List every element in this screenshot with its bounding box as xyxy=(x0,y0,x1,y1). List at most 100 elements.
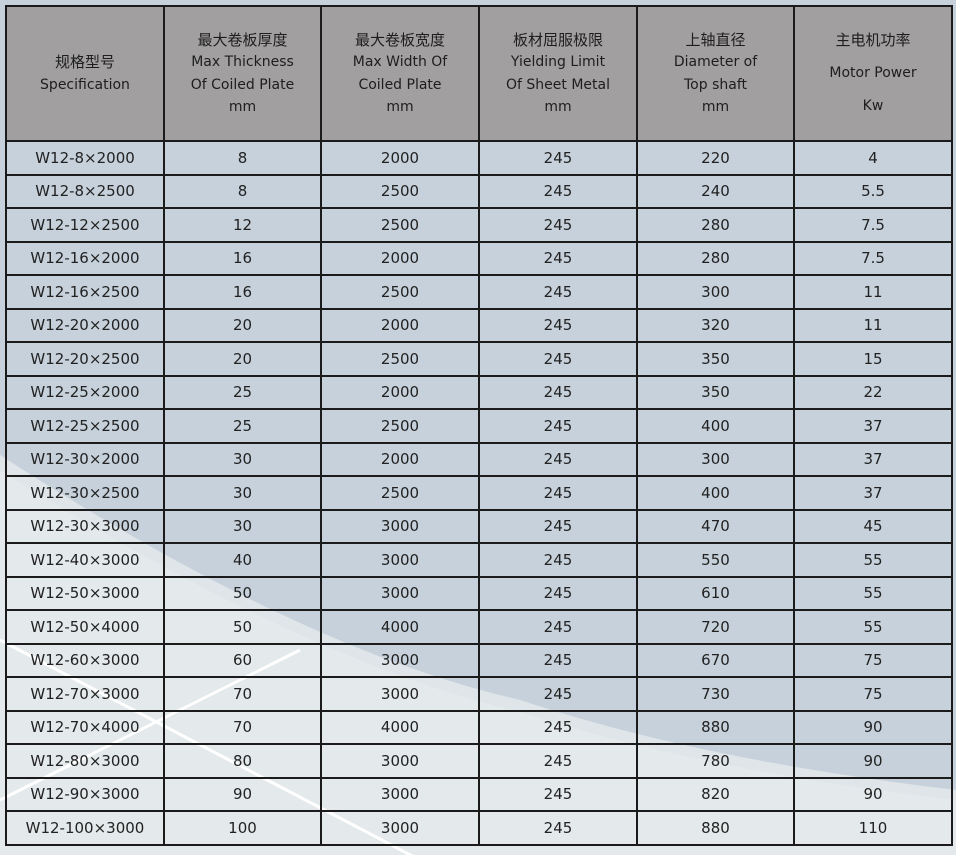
table-cell: 280 xyxy=(636,207,795,243)
table-cell: 20 xyxy=(163,341,322,377)
table-row: W12-80×3000 80 3000 245 780 90 xyxy=(5,743,953,779)
table-cell: 400 xyxy=(636,475,795,511)
table-cell: 245 xyxy=(478,642,638,678)
table-cell: 880 xyxy=(636,810,795,846)
table-row: W12-20×2500 20 2500 245 350 15 xyxy=(5,341,953,377)
header-unit: Kw xyxy=(862,98,884,114)
table-cell: 550 xyxy=(636,542,795,578)
table-cell: 245 xyxy=(478,743,638,779)
table-row: W12-50×3000 50 3000 245 610 55 xyxy=(5,575,953,611)
table-cell: 15 xyxy=(793,341,953,377)
table-cell: 25 xyxy=(163,408,322,444)
column-header: 板材屈服极限 Yielding Limit Of Sheet Metal mm xyxy=(478,5,638,142)
table-cell: 30 xyxy=(163,508,322,544)
header-en: Specification xyxy=(40,76,130,93)
table-row: W12-70×4000 70 4000 245 880 90 xyxy=(5,709,953,745)
table-cell: 11 xyxy=(793,274,953,310)
header-cn: 最大卷板宽度 xyxy=(354,30,445,49)
header-cn: 上轴直径 xyxy=(685,30,746,49)
table-cell: 90 xyxy=(793,743,953,779)
header-cn: 最大卷板厚度 xyxy=(197,30,288,49)
table-cell: W12-100×3000 xyxy=(5,810,165,846)
table-cell: 2000 xyxy=(320,307,480,343)
table-row: W12-100×3000 100 3000 245 880 110 xyxy=(5,810,953,846)
table-cell: 12 xyxy=(163,207,322,243)
table-cell: 245 xyxy=(478,274,638,310)
table-row: W12-8×2000 8 2000 245 220 4 xyxy=(5,140,953,176)
table-row: W12-12×2500 12 2500 245 280 7.5 xyxy=(5,207,953,243)
table-cell: W12-40×3000 xyxy=(5,542,165,578)
table-cell: 110 xyxy=(793,810,953,846)
table-cell: 2000 xyxy=(320,374,480,410)
table-cell: 245 xyxy=(478,709,638,745)
table-cell: W12-30×3000 xyxy=(5,508,165,544)
table-row: W12-60×3000 60 3000 245 670 75 xyxy=(5,642,953,678)
table-cell: 75 xyxy=(793,642,953,678)
table-cell: 245 xyxy=(478,140,638,176)
table-row: W12-16×2000 16 2000 245 280 7.5 xyxy=(5,240,953,276)
header-row: 规格型号 Specification 最大卷板厚度 Max Thickness Of C… xyxy=(5,5,953,142)
table-cell: 2000 xyxy=(320,140,480,176)
table-cell: 670 xyxy=(636,642,795,678)
table-cell: 60 xyxy=(163,642,322,678)
table-cell: 245 xyxy=(478,173,638,209)
table-cell: 730 xyxy=(636,676,795,712)
table-cell: 7.5 xyxy=(793,240,953,276)
header-en: Top shaft xyxy=(684,76,747,93)
table-cell: 2500 xyxy=(320,173,480,209)
table-cell: 25 xyxy=(163,374,322,410)
table-cell: 70 xyxy=(163,676,322,712)
table-cell: 16 xyxy=(163,240,322,276)
table-cell: 90 xyxy=(793,709,953,745)
header-cn: 规格型号 xyxy=(54,53,115,71)
table-cell: W12-30×2500 xyxy=(5,475,165,511)
table-cell: 245 xyxy=(478,307,638,343)
table-cell: 55 xyxy=(793,575,953,611)
table-cell: 2500 xyxy=(320,408,480,444)
table-cell: W12-25×2000 xyxy=(5,374,165,410)
table-cell: 37 xyxy=(793,408,953,444)
table-cell: 2500 xyxy=(320,274,480,310)
table-row: W12-8×2500 8 2500 245 240 5.5 xyxy=(5,173,953,209)
table-cell: 245 xyxy=(478,475,638,511)
header-en: Motor Power xyxy=(829,65,917,81)
header-en: Diameter of xyxy=(673,54,758,70)
table-cell: W12-80×3000 xyxy=(5,743,165,779)
table-cell: 245 xyxy=(478,542,638,578)
table-cell: 8 xyxy=(163,140,322,176)
table-cell: 245 xyxy=(478,341,638,377)
table-cell: W12-90×3000 xyxy=(5,776,165,812)
table-cell: W12-12×2500 xyxy=(5,207,165,243)
header-cn: 主电机功率 xyxy=(835,31,911,49)
header-en: Max Thickness xyxy=(191,54,294,70)
table-cell: 40 xyxy=(163,542,322,578)
table-cell: 320 xyxy=(636,307,795,343)
table-cell: 7.5 xyxy=(793,207,953,243)
table-cell: 3000 xyxy=(320,542,480,578)
table-row: W12-16×2500 16 2500 245 300 11 xyxy=(5,274,953,310)
header-en: Of Coiled Plate xyxy=(190,76,295,93)
table-cell: 90 xyxy=(793,776,953,812)
table-row: W12-25×2500 25 2500 245 400 37 xyxy=(5,408,953,444)
table-cell: W12-20×2000 xyxy=(5,307,165,343)
table-cell: 245 xyxy=(478,408,638,444)
column-header: 最大卷板厚度 Max Thickness Of Coiled Plate mm xyxy=(163,5,322,142)
table-cell: 3000 xyxy=(320,810,480,846)
table-cell: W12-60×3000 xyxy=(5,642,165,678)
header-en: Yielding Limit xyxy=(510,54,606,70)
table-cell: 80 xyxy=(163,743,322,779)
table-cell: 55 xyxy=(793,609,953,645)
table-cell: 8 xyxy=(163,173,322,209)
table-cell: 100 xyxy=(163,810,322,846)
spec-table: 规格型号 Specification 最大卷板厚度 Max Thickness Of C… xyxy=(5,5,953,846)
header-unit: mm xyxy=(701,99,730,115)
table-cell: 780 xyxy=(636,743,795,779)
column-header: 最大卷板宽度 Max Width Of Coiled Plate mm xyxy=(320,5,480,142)
table-cell: W12-25×2500 xyxy=(5,408,165,444)
header-en: Coiled Plate xyxy=(358,76,442,93)
table-cell: 245 xyxy=(478,240,638,276)
header-en: Max Width Of xyxy=(352,54,448,70)
header-cn: 板材屈服极限 xyxy=(512,30,603,49)
table-cell: 820 xyxy=(636,776,795,812)
table-cell: 245 xyxy=(478,374,638,410)
